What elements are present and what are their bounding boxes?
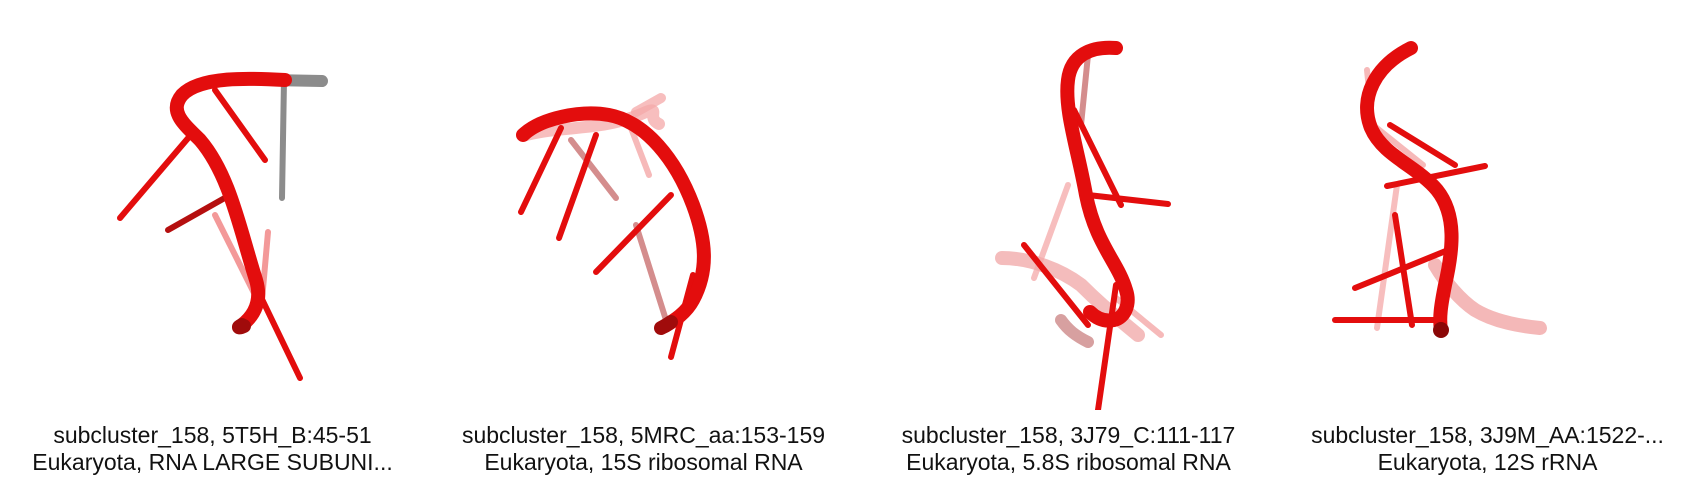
- structure-subtitle: Eukaryota, 15S ribosomal RNA: [484, 449, 803, 475]
- structure-panel-3: subcluster_158, 3J79_C:111-117 Eukaryota…: [856, 0, 1281, 480]
- structure-title: subcluster_158, 3J79_C:111-117: [901, 422, 1236, 448]
- rna-structure-render: [516, 93, 711, 360]
- structure-subtitle: Eukaryota, 12S rRNA: [1377, 449, 1598, 475]
- rna-structure-render: [1332, 41, 1547, 338]
- structure-title: subcluster_158, 3J9M_AA:1522-...: [1311, 422, 1664, 448]
- structure-panel-2: subcluster_158, 5MRC_aa:153-159 Eukaryot…: [431, 0, 856, 480]
- structure-subtitle: Eukaryota, 5.8S ribosomal RNA: [906, 449, 1231, 475]
- structure-title: subcluster_158, 5T5H_B:45-51: [53, 422, 372, 448]
- rna-structure-render: [995, 40, 1171, 410]
- rna-structure-render: [117, 71, 328, 381]
- structure-title: subcluster_158, 5MRC_aa:153-159: [461, 422, 826, 448]
- structure-panel-4: subcluster_158, 3J9M_AA:1522-... Eukaryo…: [1275, 0, 1700, 480]
- structure-subtitle: Eukaryota, RNA LARGE SUBUNI...: [32, 449, 393, 475]
- structure-panel-1: subcluster_158, 5T5H_B:45-51 Eukaryota, …: [0, 0, 425, 480]
